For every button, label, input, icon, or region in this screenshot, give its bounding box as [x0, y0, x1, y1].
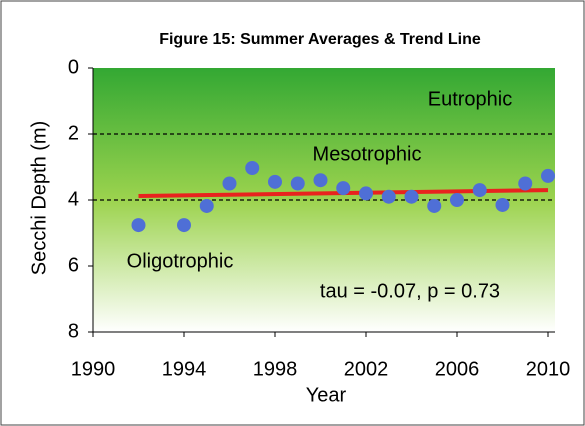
data-point [427, 198, 442, 213]
data-point [472, 183, 487, 198]
x-tick-label: 2002 [344, 358, 389, 380]
data-point [290, 176, 305, 191]
data-point [222, 176, 237, 191]
x-axis-label: Year [306, 384, 347, 406]
y-tick-label: 2 [68, 122, 79, 144]
data-point [313, 173, 328, 188]
data-point [359, 186, 373, 201]
chart-title: Figure 15: Summer Averages & Trend Line [159, 31, 481, 48]
data-point [177, 218, 191, 233]
y-tick-label: 4 [68, 188, 79, 210]
data-point [131, 218, 146, 233]
data-point [199, 198, 214, 213]
x-tick-label: 1990 [71, 358, 116, 380]
data-point [495, 197, 510, 212]
data-point [518, 176, 533, 191]
data-point [336, 181, 351, 196]
data-point [450, 193, 464, 207]
data-point [268, 174, 282, 189]
x-tick-label: 2010 [526, 358, 571, 380]
data-point [245, 160, 260, 175]
y-tick-label: 8 [68, 320, 79, 342]
data-point [381, 189, 396, 204]
annotation: Eutrophic [428, 88, 513, 110]
annotation: Oligotrophic [127, 250, 234, 272]
x-tick-label: 1994 [162, 358, 207, 380]
x-tick-label: 1998 [253, 358, 298, 380]
x-tick-label: 2006 [435, 358, 480, 380]
y-axis-label: Secchi Depth (m) [28, 121, 50, 276]
data-point [404, 189, 419, 204]
data-point [541, 168, 555, 183]
annotation: Mesotrophic [313, 143, 422, 165]
annotation: tau = -0.07, p = 0.73 [320, 280, 500, 302]
y-tick-label: 6 [68, 254, 79, 276]
y-tick-label: 0 [68, 56, 79, 78]
